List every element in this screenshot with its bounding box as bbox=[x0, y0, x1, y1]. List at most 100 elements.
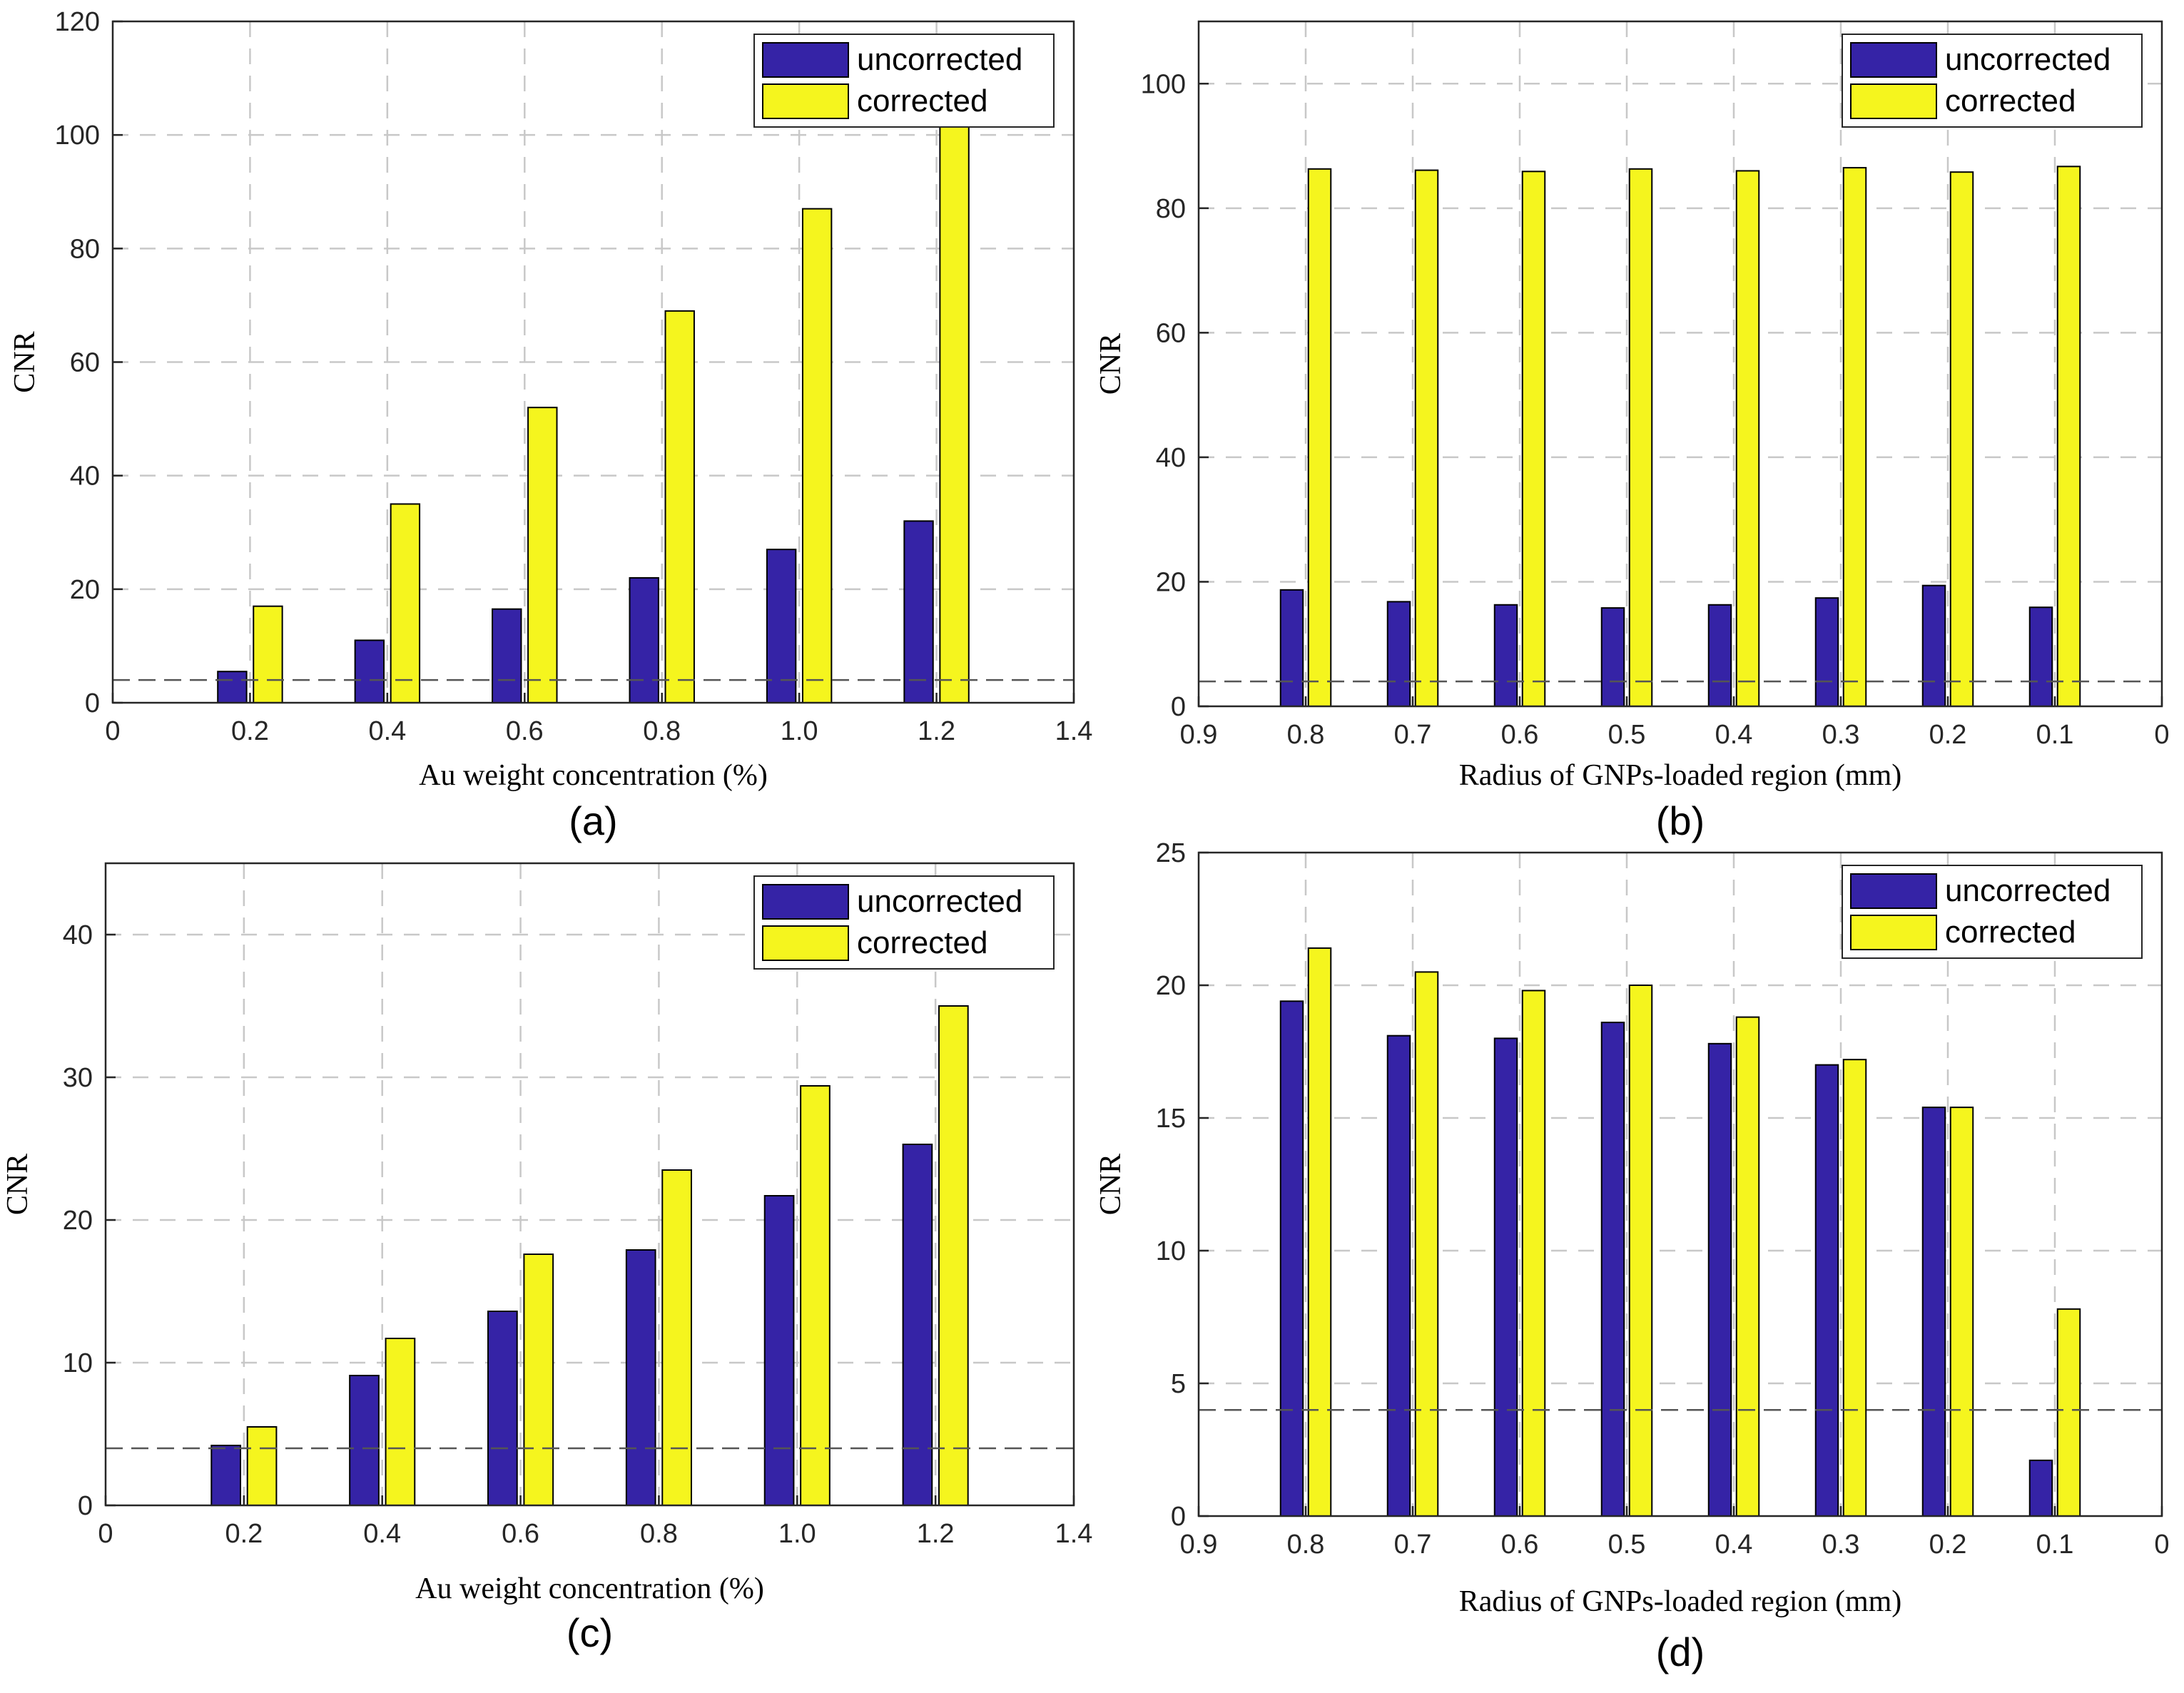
legend-swatch-uncorrected bbox=[762, 42, 849, 78]
x-tick-label: 0.8 bbox=[1287, 720, 1325, 750]
bar-corrected bbox=[1735, 170, 1760, 708]
legend-label-uncorrected: uncorrected bbox=[857, 884, 1022, 919]
x-tick-label: 0.6 bbox=[1501, 720, 1539, 750]
legend-label-corrected: corrected bbox=[857, 83, 987, 118]
x-tick-label: 0.9 bbox=[1180, 720, 1218, 750]
x-tick-label: 0 bbox=[2154, 720, 2169, 750]
bar-uncorrected bbox=[2028, 606, 2053, 708]
legend-label-corrected: corrected bbox=[1945, 83, 2076, 118]
legend-label-corrected: corrected bbox=[857, 925, 987, 960]
x-tick-label: 0.4 bbox=[1715, 1530, 1753, 1560]
bar-uncorrected bbox=[349, 1375, 380, 1506]
bar-corrected bbox=[1842, 1059, 1867, 1517]
bar-uncorrected bbox=[1386, 1034, 1411, 1517]
x-tick-label: 0.6 bbox=[1501, 1530, 1539, 1560]
bar-uncorrected bbox=[1600, 1022, 1625, 1517]
bar-corrected bbox=[1414, 169, 1439, 707]
legend-swatch-uncorrected bbox=[1850, 42, 1937, 78]
x-tick-label: 0 bbox=[105, 716, 120, 746]
bar-corrected bbox=[664, 310, 695, 703]
y-tick-label: 20 bbox=[70, 575, 100, 605]
x-tick-label: 0.8 bbox=[1287, 1530, 1325, 1560]
bar-corrected bbox=[2056, 1308, 2081, 1517]
y-tick-label: 80 bbox=[70, 234, 100, 264]
axes-box bbox=[104, 862, 1075, 1507]
panel-label: (d) bbox=[1656, 1630, 1705, 1674]
bar-uncorrected bbox=[1707, 1042, 1732, 1517]
y-tick-label: 20 bbox=[1156, 567, 1186, 597]
bar-uncorrected bbox=[1386, 601, 1411, 708]
x-tick-label: 0.2 bbox=[1929, 1530, 1967, 1560]
y-tick-label: 20 bbox=[63, 1206, 93, 1236]
y-tick-label: 10 bbox=[63, 1348, 93, 1378]
legend: uncorrected corrected bbox=[1842, 865, 2143, 959]
bar-corrected bbox=[523, 1254, 554, 1506]
y-tick-label: 40 bbox=[63, 920, 93, 950]
x-tick-label: 0.1 bbox=[2036, 720, 2074, 750]
x-tick-label: 1.2 bbox=[918, 716, 955, 746]
bar-uncorrected bbox=[1493, 1037, 1518, 1517]
y-tick-label: 15 bbox=[1156, 1104, 1186, 1134]
bar-uncorrected bbox=[1707, 604, 1732, 708]
bar-corrected bbox=[385, 1338, 416, 1506]
panel-label: (b) bbox=[1656, 798, 1705, 843]
x-tick-label: 0.7 bbox=[1394, 1530, 1432, 1560]
bar-corrected bbox=[1521, 171, 1546, 707]
legend-label-uncorrected: uncorrected bbox=[857, 42, 1022, 77]
legend: uncorrected corrected bbox=[753, 875, 1055, 970]
bar-corrected bbox=[1628, 985, 1653, 1517]
legend-label-corrected: corrected bbox=[1945, 915, 2076, 950]
legend-swatch-corrected bbox=[762, 925, 849, 961]
bar-uncorrected bbox=[1600, 607, 1625, 707]
y-axis-label: CNR bbox=[1, 1154, 34, 1215]
y-tick-label: 0 bbox=[1171, 692, 1186, 722]
legend-label-uncorrected: uncorrected bbox=[1945, 873, 2111, 908]
y-axis-label: CNR bbox=[9, 331, 41, 392]
x-tick-label: 0.6 bbox=[506, 716, 544, 746]
bar-uncorrected bbox=[210, 1445, 242, 1506]
chart-panel-2: 0.9 0.8 0.7 0.6 0.5 0.4 0.3 0.2 0.1 0 0 20 40 60 80 100… bbox=[1094, 20, 2170, 843]
bar-corrected bbox=[1307, 947, 1332, 1517]
x-tick-label: 0.7 bbox=[1394, 720, 1432, 750]
bar-corrected bbox=[801, 208, 833, 703]
y-tick-label: 30 bbox=[63, 1063, 93, 1093]
x-tick-label: 0.8 bbox=[643, 716, 681, 746]
bar-corrected bbox=[2056, 166, 2081, 707]
bar-corrected bbox=[661, 1169, 692, 1506]
y-tick-label: 25 bbox=[1156, 838, 1186, 868]
y-tick-label: 0 bbox=[78, 1491, 93, 1521]
bar-corrected bbox=[390, 503, 421, 703]
x-axis-label: Radius of GNPs-loaded region (mm) bbox=[1459, 1585, 1902, 1618]
bar-corrected bbox=[939, 111, 970, 704]
x-tick-label: 0.4 bbox=[368, 716, 406, 746]
x-tick-label: 0 bbox=[2154, 1530, 2169, 1560]
bar-corrected bbox=[1949, 171, 1974, 707]
y-tick-label: 60 bbox=[70, 348, 100, 378]
bar-corrected bbox=[1949, 1107, 1974, 1517]
x-tick-label: 0.8 bbox=[640, 1519, 678, 1549]
legend-swatch-uncorrected bbox=[762, 884, 849, 920]
x-tick-label: 0.2 bbox=[231, 716, 269, 746]
x-tick-label: 1.0 bbox=[781, 716, 818, 746]
x-axis-label: Au weight concentration (%) bbox=[415, 1572, 764, 1605]
x-tick-label: 0.4 bbox=[1715, 720, 1753, 750]
y-tick-label: 120 bbox=[55, 7, 100, 37]
bar-corrected bbox=[938, 1005, 969, 1506]
bar-uncorrected bbox=[902, 1144, 933, 1506]
bar-corrected bbox=[253, 605, 283, 703]
x-tick-label: 0.5 bbox=[1608, 720, 1646, 750]
bar-uncorrected bbox=[1814, 1064, 1839, 1517]
bar-corrected bbox=[246, 1426, 278, 1506]
bar-corrected bbox=[1842, 167, 1867, 708]
x-tick-label: 1.0 bbox=[778, 1519, 816, 1549]
bar-uncorrected bbox=[1493, 604, 1518, 708]
bar-uncorrected bbox=[1921, 1107, 1946, 1517]
x-tick-label: 0.6 bbox=[502, 1519, 539, 1549]
bar-corrected bbox=[527, 407, 558, 704]
x-tick-label: 0.3 bbox=[1822, 720, 1860, 750]
axes-box bbox=[1197, 20, 2163, 708]
y-tick-label: 40 bbox=[70, 462, 100, 492]
chart-panel-3: 0 0.2 0.4 0.6 0.8 1.0 1.2 1.4 0 10 20 30 40 Au weight… bbox=[1, 862, 1092, 1655]
x-tick-label: 0.3 bbox=[1822, 1530, 1860, 1560]
y-tick-label: 80 bbox=[1156, 194, 1186, 224]
